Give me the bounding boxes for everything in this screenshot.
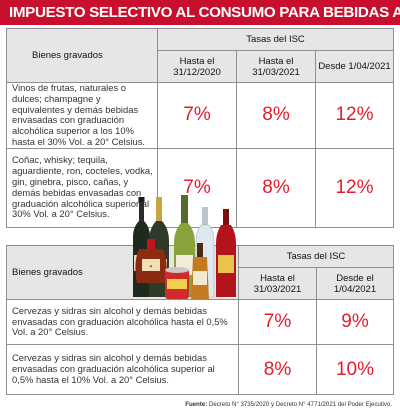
rate-cell: 7% [238,299,317,345]
page-title: IMPUESTO SELECTIVO AL CONSUMO PARA BEBID… [0,0,400,25]
whisky-bottle-icon [191,243,209,299]
svg-text:✦: ✦ [149,264,153,270]
rate-cell: 7% [157,82,237,149]
rate-cell: 12% [315,147,394,228]
row-description: Cervezas y sidras sin alcohol y demás be… [6,299,239,345]
tax-table-1: Bienes gravados Tasas del ISC Hasta el 3… [6,28,394,228]
row-description: Vinos de frutas, naturales o dulces; cha… [6,82,158,149]
red-bottle-icon [216,209,236,297]
rate-cell: 8% [236,82,316,149]
cognac-bottle-icon: ✦ [135,239,167,283]
bienes-gravados-header: Bienes gravados [6,28,158,83]
date-header-2: Hasta el 31/03/2021 [236,50,316,83]
table-row: Cervezas y sidras sin alcohol y demás be… [6,344,394,395]
tasas-isc-header: Tasas del ISC [238,245,394,268]
date-header-1: Hasta el 31/12/2020 [157,50,237,83]
beer-can-icon [165,267,189,299]
rate-cell: 10% [316,344,394,395]
rate-cell: 9% [316,299,394,345]
date-header-2: Desde el 1/04/2021 [316,267,394,300]
rate-cell: 8% [238,344,317,395]
bottles-illustration: ✦ [133,195,236,299]
tasas-isc-header: Tasas del ISC [157,28,394,51]
source-footer: Fuente: Decreto N° 3735/2020 y Decreto N… [185,401,392,408]
rate-cell: 12% [315,82,394,149]
row-description: Coñac, whisky; tequila, aguardiente, ron… [6,147,158,228]
date-header-3: Desde 1/04/2021 [315,50,394,83]
table-row: Vinos de frutas, naturales o dulces; cha… [6,82,394,149]
row-description: Cervezas y sidras sin alcohol y demás be… [6,344,239,395]
table-row: Coñac, whisky; tequila, aguardiente, ron… [6,147,394,228]
date-header-1: Hasta el 31/03/2021 [238,267,317,300]
table-row: Cervezas y sidras sin alcohol y demás be… [6,299,394,345]
rate-cell: 8% [236,147,316,228]
